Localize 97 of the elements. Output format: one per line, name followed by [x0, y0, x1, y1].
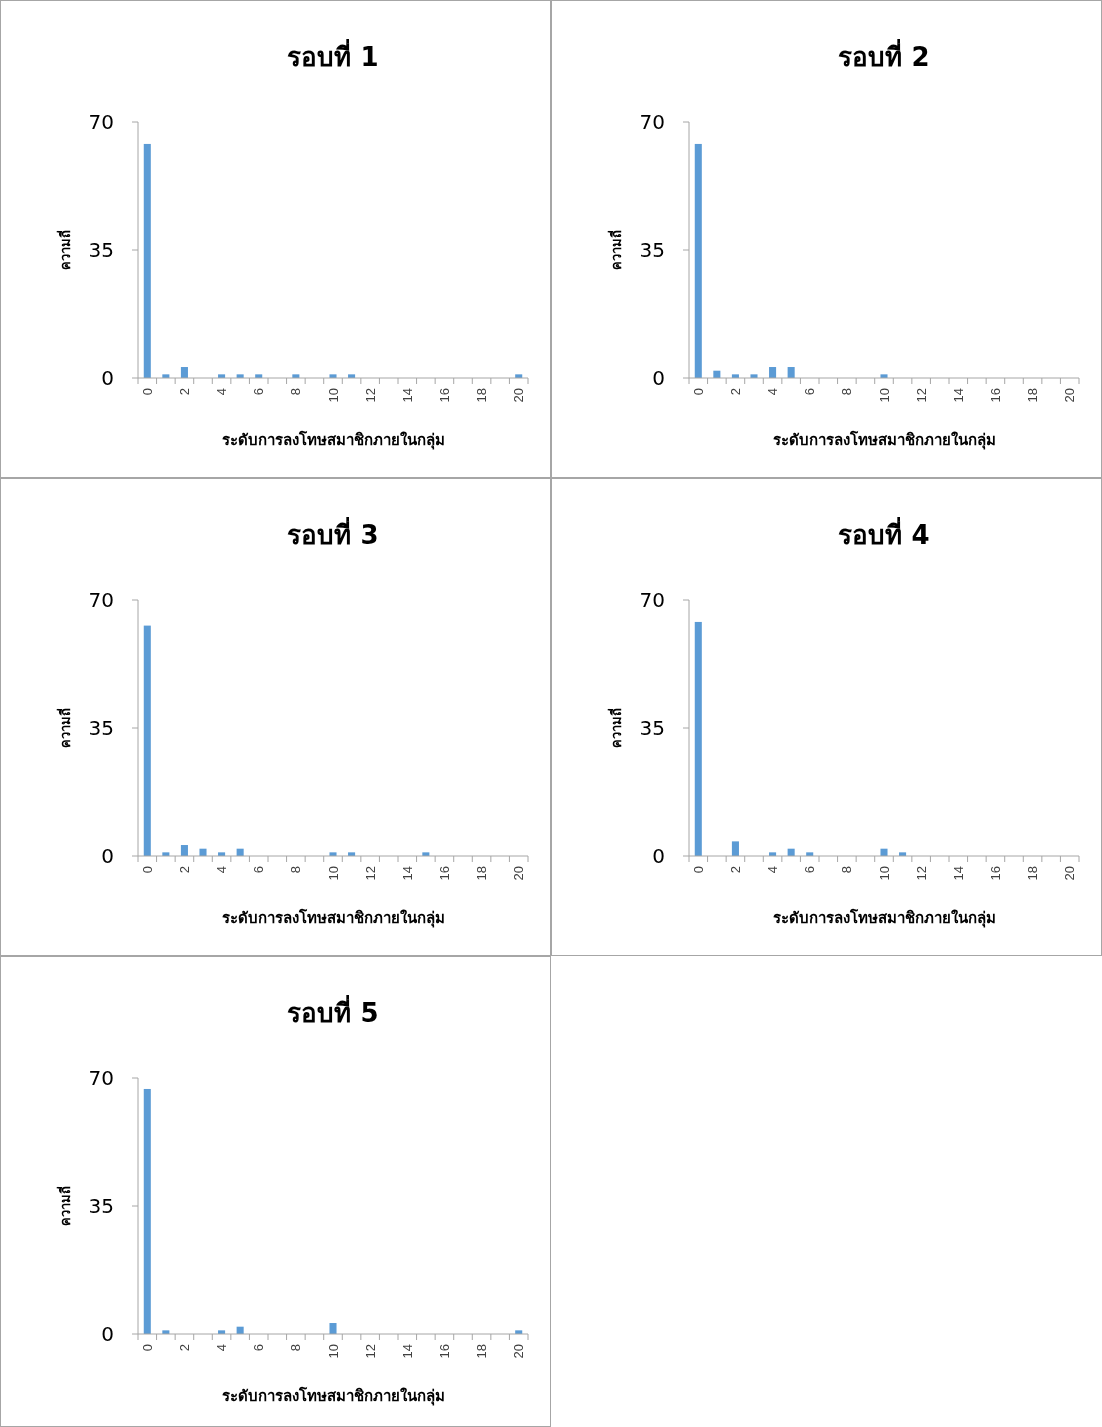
x-tick-label: 18: [474, 388, 490, 403]
bar: [769, 367, 777, 378]
y-axis-title: ความถี่: [56, 1186, 73, 1226]
bar: [880, 374, 888, 378]
x-tick-label: 14: [399, 866, 415, 881]
x-axis-title: ระดับการลงโทษสมาชิกภายในกลุ่ม: [772, 430, 996, 450]
x-tick-label: 8: [839, 388, 855, 396]
x-tick-label: 12: [913, 388, 929, 403]
x-tick-label: 20: [1062, 388, 1078, 403]
y-tick-label: 35: [88, 716, 114, 740]
bar: [880, 848, 888, 856]
chart-title: รอบที่ 4: [838, 516, 930, 550]
x-tick-label: 6: [802, 388, 818, 396]
bar: [787, 367, 795, 378]
y-tick-label: 70: [88, 110, 114, 134]
x-tick-label: 16: [436, 866, 452, 881]
x-tick-label: 2: [176, 866, 192, 874]
bar: [143, 143, 151, 378]
y-tick-label: 70: [639, 110, 665, 134]
y-axis-title: ความถี่: [607, 230, 624, 270]
x-tick-label: 2: [176, 1344, 192, 1352]
x-tick-label: 4: [214, 866, 230, 874]
x-tick-label: 16: [436, 388, 452, 403]
y-axis-title: ความถี่: [56, 708, 73, 748]
x-tick-label: 14: [950, 388, 966, 403]
chart-title: รอบที่ 2: [838, 38, 930, 72]
x-tick-label: 18: [474, 866, 490, 881]
x-tick-label: 8: [839, 866, 855, 874]
x-tick-label: 8: [288, 1344, 304, 1352]
y-axis-title: ความถี่: [56, 230, 73, 270]
x-tick-label: 12: [362, 866, 378, 881]
x-tick-label: 14: [950, 866, 966, 881]
x-tick-label: 6: [251, 866, 267, 874]
x-tick-label: 18: [474, 1344, 490, 1359]
x-tick-label: 4: [765, 866, 781, 874]
x-tick-label: 0: [139, 866, 155, 874]
chart-title: รอบที่ 3: [287, 516, 379, 550]
y-tick-label: 35: [639, 716, 665, 740]
x-tick-label: 12: [362, 388, 378, 403]
x-tick-label: 6: [251, 388, 267, 396]
y-tick-label: 70: [88, 588, 114, 612]
x-tick-label: 0: [139, 1344, 155, 1352]
bar: [694, 621, 702, 856]
x-tick-label: 14: [399, 388, 415, 403]
y-tick-label: 35: [88, 1194, 114, 1218]
bar: [180, 845, 188, 856]
bar: [180, 367, 188, 378]
x-tick-label: 10: [876, 866, 892, 881]
x-tick-label: 8: [288, 388, 304, 396]
x-tick-label: 6: [251, 1344, 267, 1352]
x-tick-label: 2: [727, 388, 743, 396]
x-tick-label: 20: [511, 1344, 527, 1359]
y-tick-label: 35: [88, 238, 114, 262]
x-tick-label: 20: [511, 388, 527, 403]
y-tick-label: 70: [88, 1066, 114, 1090]
bar: [329, 852, 337, 856]
x-tick-label: 8: [288, 866, 304, 874]
x-tick-label: 16: [987, 388, 1003, 403]
x-tick-label: 10: [325, 388, 341, 403]
x-tick-label: 2: [176, 388, 192, 396]
x-tick-label: 16: [436, 1344, 452, 1359]
x-tick-label: 12: [913, 866, 929, 881]
bar: [329, 374, 337, 378]
chart-title: รอบที่ 5: [287, 994, 379, 1028]
x-tick-label: 18: [1025, 866, 1041, 881]
y-tick-label: 70: [639, 588, 665, 612]
x-tick-label: 0: [139, 388, 155, 396]
chart-title: รอบที่ 1: [287, 38, 379, 72]
x-tick-label: 4: [214, 388, 230, 396]
x-tick-label: 4: [765, 388, 781, 396]
x-tick-label: 2: [727, 866, 743, 874]
bar: [694, 143, 702, 378]
x-tick-label: 10: [325, 866, 341, 881]
bar: [329, 1323, 337, 1334]
x-tick-label: 6: [802, 866, 818, 874]
x-tick-label: 4: [214, 1344, 230, 1352]
bar: [750, 374, 758, 378]
x-tick-label: 0: [690, 388, 706, 396]
x-tick-label: 16: [987, 866, 1003, 881]
x-axis-title: ระดับการลงโทษสมาชิกภายในกลุ่ม: [772, 908, 996, 928]
x-tick-label: 18: [1025, 388, 1041, 403]
bar: [143, 625, 151, 856]
x-tick-label: 20: [1062, 866, 1078, 881]
x-axis-title: ระดับการลงโทษสมาชิกภายในกลุ่ม: [221, 908, 445, 928]
x-tick-label: 10: [876, 388, 892, 403]
x-axis-title: ระดับการลงโทษสมาชิกภายในกลุ่ม: [221, 430, 445, 450]
y-tick-label: 35: [639, 238, 665, 262]
x-tick-label: 10: [325, 1344, 341, 1359]
bar: [199, 848, 207, 856]
x-tick-label: 14: [399, 1344, 415, 1359]
x-axis-title: ระดับการลงโทษสมาชิกภายในกลุ่ม: [221, 1386, 445, 1406]
x-tick-label: 20: [511, 866, 527, 881]
bar: [143, 1088, 151, 1334]
y-axis-title: ความถี่: [607, 708, 624, 748]
x-tick-label: 12: [362, 1344, 378, 1359]
x-tick-label: 0: [690, 866, 706, 874]
bar: [731, 841, 739, 856]
